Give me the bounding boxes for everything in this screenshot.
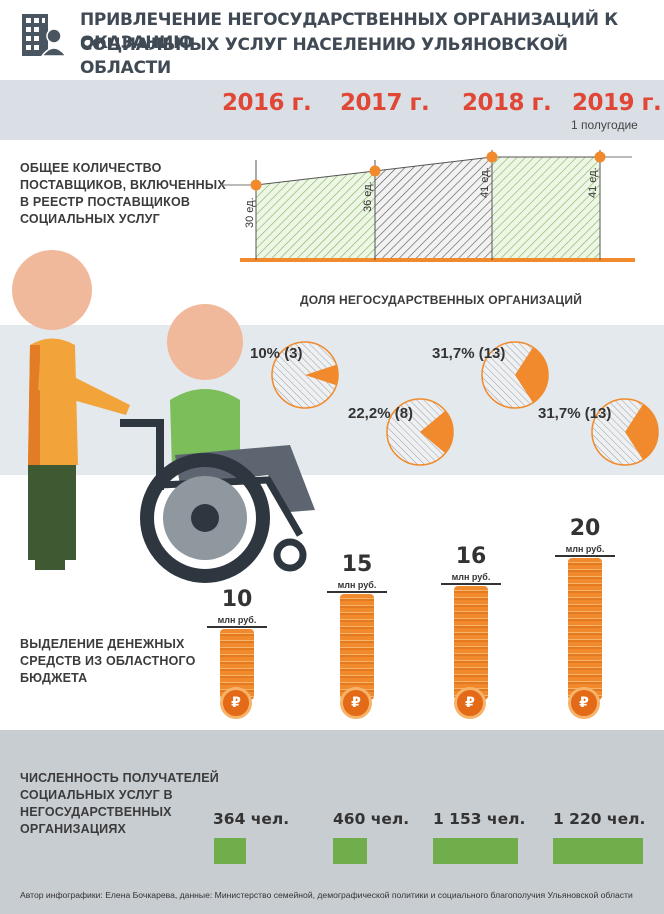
recipients-label-line: СОЦИАЛЬНЫХ УСЛУГ В xyxy=(20,788,173,802)
year-2017: 2017 г. xyxy=(340,90,430,116)
funding-value: 15 xyxy=(341,551,373,577)
caregiver-head xyxy=(12,250,92,330)
patient-head xyxy=(167,304,243,380)
wheelchair-illustration xyxy=(12,250,315,583)
providers-value-2016: 30 ед. xyxy=(244,197,256,228)
providers-label-line: ПОСТАВЩИКОВ, ВКЛЮЧЕННЫХ xyxy=(20,178,226,192)
share-pie-2016-slice xyxy=(305,364,338,386)
providers-point-2019 xyxy=(594,151,606,163)
recipients-label-line: ОРГАНИЗАЦИЯХ xyxy=(20,822,127,836)
providers-label: ОБЩЕЕ КОЛИЧЕСТВО ПОСТАВЩИКОВ, ВКЛЮЧЕННЫХ… xyxy=(20,160,226,228)
year-2019-note: 1 полугодие xyxy=(571,118,638,132)
wheelchair-caster xyxy=(273,538,307,572)
providers-area-chart xyxy=(220,150,635,262)
footer-credit: Автор инфографики: Елена Бочкарева, данн… xyxy=(20,890,633,900)
funding-unit: млн руб. xyxy=(207,615,267,628)
recipients-bar xyxy=(553,838,643,864)
recipients-bar xyxy=(214,838,246,864)
share-title: ДОЛЯ НЕГОСУДАРСТВЕННЫХ ОРГАНИЗАЦИЙ xyxy=(300,293,583,307)
share-pie-2018 xyxy=(481,341,549,409)
page-title-line2: СОЦИАЛЬНЫХ УСЛУГ НАСЕЛЕНИЮ УЛЬЯНОВСКОЙ О… xyxy=(80,35,568,78)
coin-stack xyxy=(454,586,488,700)
providers-point-2018 xyxy=(486,151,498,163)
recipients-band xyxy=(0,730,664,914)
wheelchair-wheel xyxy=(140,453,270,583)
office-building-person-icon xyxy=(22,14,68,57)
share-value-2017: 22,2% (8) xyxy=(348,405,414,422)
recipients-value-2017: 460 чел. xyxy=(333,810,410,828)
share-value-2016: 10% (3) xyxy=(250,345,303,362)
recipients-value-2016: 364 чел. xyxy=(213,810,290,828)
providers-area-2016 xyxy=(256,171,375,260)
share-pie-2019 xyxy=(591,398,659,466)
wheelchair-handle xyxy=(120,419,164,490)
ruble-coin-icon: ₽ xyxy=(568,687,600,719)
wheelchair-hub xyxy=(191,504,219,532)
providers-trend-line xyxy=(255,156,600,186)
recipients-label-line: ЧИСЛЕННОСТЬ ПОЛУЧАТЕЛЕЙ xyxy=(20,771,219,785)
providers-label-line: СОЦИАЛЬНЫХ УСЛУГ xyxy=(20,212,160,226)
providers-value-2018: 41 ед. xyxy=(479,167,491,198)
caregiver-shoe xyxy=(35,558,65,570)
year-2018: 2018 г. xyxy=(462,90,552,116)
recipients-bar xyxy=(333,838,367,864)
funding-label-line: БЮДЖЕТА xyxy=(20,671,88,685)
recipients-value-2018: 1 153 чел. xyxy=(433,810,526,828)
recipients-label-line: НЕГОСУДАРСТВЕННЫХ xyxy=(20,805,172,819)
providers-label-line: ОБЩЕЕ КОЛИЧЕСТВО xyxy=(20,161,162,175)
funding-unit: млн руб. xyxy=(327,580,387,593)
providers-label-line: В РЕЕСТР ПОСТАВЩИКОВ xyxy=(20,195,191,209)
year-2016: 2016 г. xyxy=(222,90,312,116)
funding-label-line: СРЕДСТВ ИЗ ОБЛАСТНОГО xyxy=(20,654,196,668)
providers-value-2019: 41 ед. xyxy=(587,167,599,198)
ruble-coin-icon: ₽ xyxy=(220,687,252,719)
funding-unit: млн руб. xyxy=(555,544,615,557)
share-pies xyxy=(271,341,659,466)
caregiver-arm xyxy=(38,360,130,415)
share-pie-2016 xyxy=(271,341,339,409)
share-value-2018: 31,7% (13) xyxy=(432,345,506,362)
funding-value: 16 xyxy=(455,544,487,570)
funding-unit: млн руб. xyxy=(441,572,501,586)
ruble-coin-icon: ₽ xyxy=(454,687,486,719)
year-2019: 2019 г. xyxy=(572,90,662,116)
funding-value: 20 xyxy=(569,516,601,541)
recipients-label: ЧИСЛЕННОСТЬ ПОЛУЧАТЕЛЕЙ СОЦИАЛЬНЫХ УСЛУГ… xyxy=(20,770,219,838)
page-title-line1: ПРИВЛЕЧЕНИЕ НЕГОСУДАРСТВЕННЫХ ОРГАНИЗАЦИ… xyxy=(80,10,618,53)
share-pie-2019-slice xyxy=(625,404,658,460)
share-value-2019: 31,7% (13) xyxy=(538,405,612,422)
caregiver-side xyxy=(28,345,40,465)
ruble-coin-icon: ₽ xyxy=(340,687,372,719)
providers-area-2017 xyxy=(375,157,492,260)
caregiver-legs xyxy=(28,465,76,560)
share-pie-2017-slice xyxy=(420,410,453,454)
providers-point-2017 xyxy=(369,165,381,177)
header-band xyxy=(0,0,664,80)
providers-value-2017: 36 ед. xyxy=(362,181,374,212)
patient-torso xyxy=(170,389,240,470)
funding-value: 10 xyxy=(221,587,253,612)
coin-stack xyxy=(340,593,374,700)
share-pie-2017 xyxy=(386,398,454,466)
header-logo xyxy=(20,10,68,58)
providers-area-2018 xyxy=(492,157,600,260)
share-pie-2018-slice xyxy=(515,347,548,403)
providers-point-2016 xyxy=(250,179,262,191)
funding-label: ВЫДЕЛЕНИЕ ДЕНЕЖНЫХ СРЕДСТВ ИЗ ОБЛАСТНОГО… xyxy=(20,636,196,687)
years-band xyxy=(0,80,664,140)
funding-band xyxy=(0,475,664,730)
funding-label-line: ВЫДЕЛЕНИЕ ДЕНЕЖНЫХ xyxy=(20,637,185,651)
recipients-bar xyxy=(433,838,518,864)
recipients-value-2019: 1 220 чел. xyxy=(553,810,646,828)
coin-stack xyxy=(568,558,602,700)
